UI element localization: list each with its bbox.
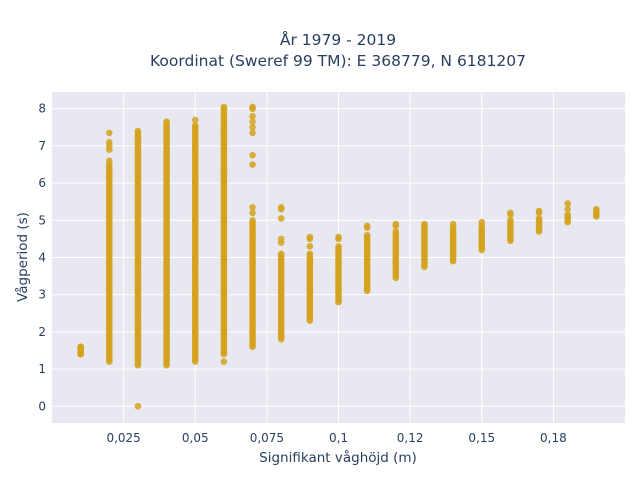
data-point [77, 343, 84, 351]
data-point [449, 220, 457, 228]
data-point [106, 129, 113, 137]
data-point [220, 138, 228, 146]
data-point [277, 235, 285, 243]
data-point [306, 233, 314, 241]
x-tick-label: 0,15 [468, 431, 495, 445]
chart-subtitle: Koordinat (Sweref 99 TM): E 368779, N 61… [150, 52, 526, 70]
data-point [191, 116, 199, 124]
y-tick-label: 8 [38, 102, 46, 116]
y-tick-labels: 0 1 2 3 4 5 6 7 8 [38, 102, 46, 414]
x-tick-label: 0,075 [250, 431, 284, 445]
data-point [335, 243, 342, 250]
data-point [564, 211, 571, 219]
data-point [593, 205, 600, 213]
data-point [220, 176, 228, 183]
data-point [564, 205, 571, 213]
data-point [507, 217, 514, 224]
y-tick-label: 0 [38, 399, 46, 413]
y-tick-label: 3 [38, 288, 46, 302]
data-point [507, 209, 514, 217]
data-point [134, 402, 142, 410]
data-point [220, 103, 228, 111]
data-point [163, 118, 170, 126]
x-axis-title: Signifikant våghöjd (m) [259, 449, 417, 466]
data-point [249, 217, 256, 224]
x-tick-label: 0,05 [182, 431, 209, 445]
x-tick-labels: 0,025 0,05 0,075 0,1 0,12 0,15 0,18 [106, 431, 566, 445]
data-point [277, 215, 285, 222]
data-point [249, 203, 256, 211]
data-point [249, 103, 256, 111]
data-point [363, 231, 371, 239]
data-point [220, 166, 228, 174]
y-tick-label: 5 [38, 213, 46, 227]
x-tick-label: 0,18 [540, 431, 567, 445]
data-point [220, 358, 228, 365]
data-point [392, 220, 400, 228]
data-point [478, 218, 486, 226]
data-point [335, 233, 342, 241]
data-point [220, 124, 228, 131]
y-tick-label: 4 [38, 251, 46, 265]
x-tick-label: 0,025 [106, 431, 140, 445]
data-point [535, 207, 543, 215]
y-axis-title: Vågperiod (s) [14, 212, 31, 302]
data-point [249, 124, 256, 131]
data-point [249, 151, 256, 159]
data-point [363, 222, 371, 230]
y-tick-label: 1 [38, 362, 46, 376]
data-point [249, 129, 256, 137]
x-tick-label: 0,12 [397, 431, 424, 445]
chart-title: År 1979 - 2019 [280, 30, 396, 49]
data-point [277, 203, 285, 211]
data-point [106, 138, 113, 146]
data-point [277, 250, 285, 258]
data-point [134, 127, 142, 135]
data-point [392, 228, 400, 235]
x-tick-label: 0,1 [329, 431, 348, 445]
data-point [306, 243, 314, 250]
y-tick-label: 2 [38, 325, 46, 339]
data-point [191, 122, 199, 129]
data-point [306, 250, 314, 258]
data-point [564, 200, 571, 207]
data-point [220, 131, 228, 139]
y-tick-label: 7 [38, 139, 46, 153]
y-tick-label: 6 [38, 176, 46, 190]
data-point [421, 220, 428, 228]
data-point [106, 157, 113, 165]
data-point [249, 112, 256, 120]
data-points [77, 103, 600, 410]
data-point [249, 161, 256, 168]
data-point [249, 118, 256, 126]
data-point [535, 215, 543, 222]
data-point [249, 209, 256, 217]
